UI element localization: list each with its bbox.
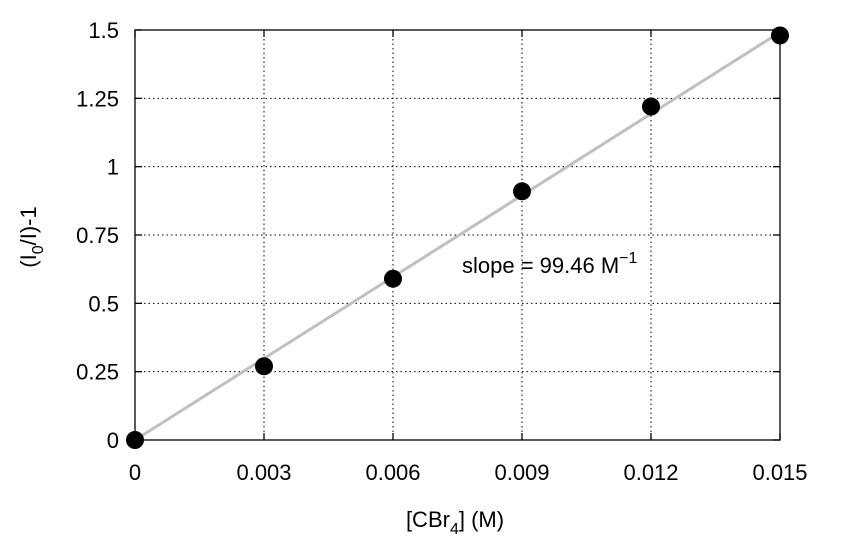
x-axis-label: [CBr4] (M)	[406, 507, 504, 538]
data-point	[513, 182, 531, 201]
x-tick-label: 0.006	[365, 460, 420, 485]
y-tick-label: 0	[107, 428, 119, 453]
x-tick-label: 0.015	[752, 460, 807, 485]
slope-annotation-superscript: −1	[619, 250, 637, 267]
x-axis-label-sub: 4	[450, 521, 459, 538]
x-tick-label: 0.003	[236, 460, 291, 485]
y-tick-label: 1.25	[76, 86, 119, 111]
y-tick-label: 0.5	[88, 291, 119, 316]
y-tick-label: 1.5	[88, 18, 119, 43]
x-tick-label: 0.009	[494, 460, 549, 485]
data-point	[771, 26, 789, 45]
y-tick-label: 0.25	[76, 360, 119, 385]
y-tick-label: 1	[107, 155, 119, 180]
slope-annotation: slope = 99.46 M−1	[462, 250, 638, 278]
y-axis-label-sub: 0	[30, 245, 47, 254]
data-point	[384, 269, 402, 288]
data-point	[642, 97, 660, 116]
x-tick-label: 0	[129, 460, 141, 485]
data-point	[126, 431, 144, 449]
fit-line	[134, 30, 781, 442]
data-point	[255, 357, 273, 376]
slope-annotation-text: slope = 99.46 M	[462, 253, 619, 278]
y-axis-label-suffix: /I)-1	[16, 206, 41, 245]
y-tick-label: 0.75	[76, 223, 119, 248]
y-tick-labels: 0 0.25 0.5 0.75 1 1.25 1.5	[76, 18, 119, 453]
x-axis-label-suffix: ] (M)	[459, 507, 504, 532]
x-axis-label-prefix: [CBr	[406, 507, 450, 532]
data-points	[126, 26, 789, 449]
x-tick-labels: 0 0.003 0.006 0.009 0.012 0.015	[129, 460, 808, 485]
y-axis-label-prefix: (I	[16, 254, 41, 267]
y-axis-label: (I0/I)-1	[16, 206, 47, 267]
x-tick-label: 0.012	[623, 460, 678, 485]
